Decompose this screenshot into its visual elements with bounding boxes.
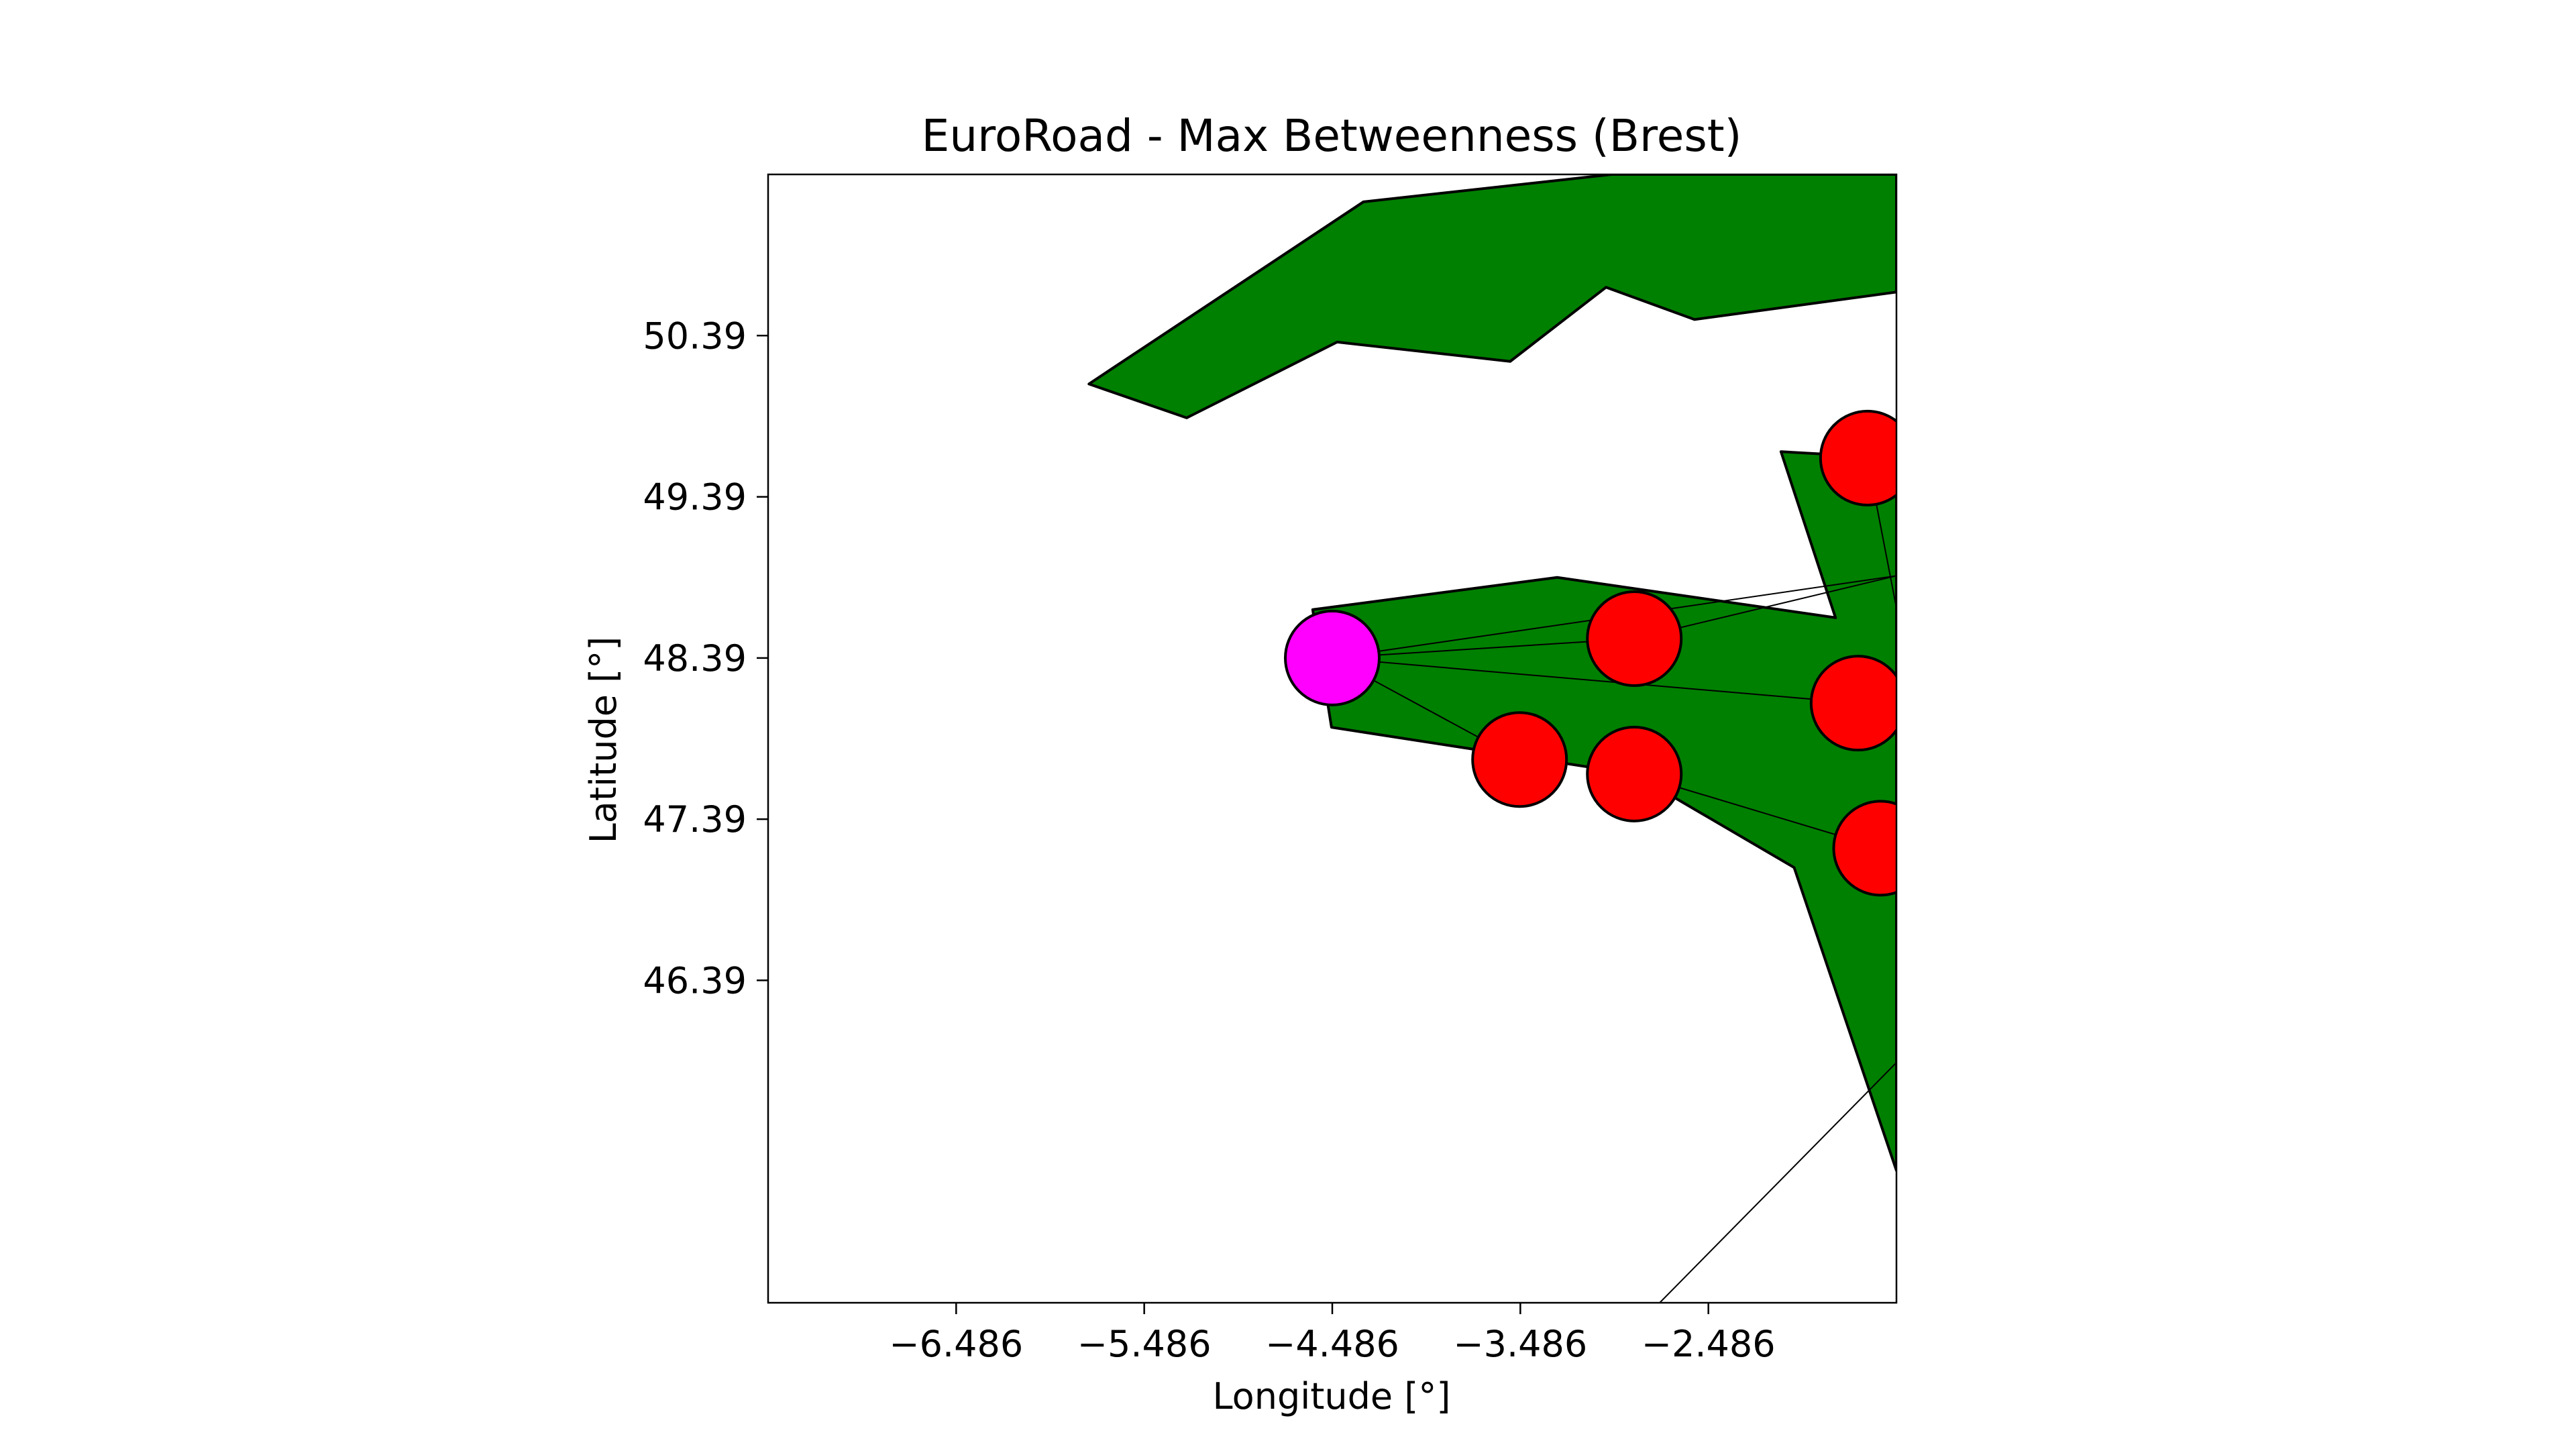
road-edge-2 xyxy=(1332,657,1858,704)
node-2 xyxy=(1586,590,1683,688)
node-6 xyxy=(1832,800,1896,897)
node-5 xyxy=(1586,725,1683,822)
x-axis-label: Longitude [°] xyxy=(1213,1375,1451,1417)
x-axis-ticks: −6.486 −5.486 −4.486 −3.486 −2.486 xyxy=(889,1303,1776,1365)
x-tick-label: −4.486 xyxy=(1265,1323,1399,1365)
y-tick-label: 49.39 xyxy=(643,476,747,519)
y-tick-label: 50.39 xyxy=(643,315,747,357)
plot-area xyxy=(767,173,1898,1304)
y-axis-ticks: 46.39 47.39 48.39 49.39 50.39 xyxy=(643,315,768,1002)
y-tick-label: 46.39 xyxy=(643,959,747,1002)
y-tick-label: 48.39 xyxy=(643,637,747,680)
node-4 xyxy=(1471,711,1568,808)
plot-content xyxy=(1087,174,1896,1303)
x-tick-label: −2.486 xyxy=(1642,1323,1776,1365)
road-edge-1 xyxy=(1332,638,1635,659)
x-tick-label: −6.486 xyxy=(889,1323,1023,1365)
chart-title: EuroRoad - Max Betweenness (Brest) xyxy=(922,110,1742,162)
y-axis-label: Latitude [°] xyxy=(582,637,625,844)
y-tick-label: 47.39 xyxy=(643,798,747,841)
node-3 xyxy=(1809,655,1896,752)
x-tick-label: −3.486 xyxy=(1453,1323,1587,1365)
land-polygon-1 xyxy=(1087,174,1896,419)
road-edge-8 xyxy=(1659,1062,1896,1303)
node-1 xyxy=(1819,409,1896,506)
x-tick-label: −5.486 xyxy=(1077,1323,1212,1365)
highlight-node-brest xyxy=(1284,609,1381,706)
